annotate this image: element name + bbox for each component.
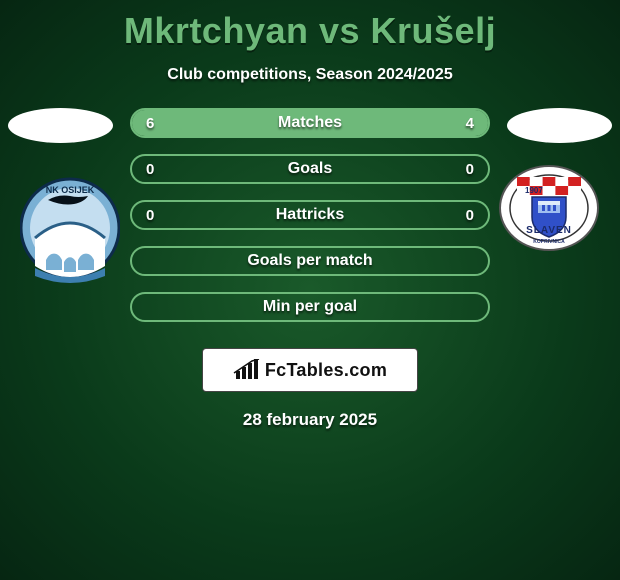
svg-text:SLAVEN: SLAVEN (526, 225, 572, 236)
stat-value-left: 6 (146, 115, 154, 132)
stat-row-goals: 0 Goals 0 (130, 154, 490, 184)
stat-value-left: 0 (146, 161, 154, 178)
stat-label: Matches (278, 114, 342, 132)
subtitle: Club competitions, Season 2024/2025 (0, 66, 620, 84)
stat-label: Hattricks (276, 206, 344, 224)
branding-box: FcTables.com (202, 348, 418, 392)
svg-text:NK OSIJEK: NK OSIJEK (46, 185, 95, 195)
slaven-logo-icon: 1907 SLAVEN KOPRIVNICA (499, 165, 599, 251)
svg-text:1907: 1907 (525, 186, 543, 195)
stat-value-right: 4 (466, 115, 474, 132)
stat-label: Goals (288, 160, 332, 178)
svg-text:KOPRIVNICA: KOPRIVNICA (533, 239, 565, 245)
stat-row-min-per-goal: Min per goal (130, 292, 490, 322)
stat-value-right: 0 (466, 207, 474, 224)
page-title: Mkrtchyan vs Krušelj (0, 0, 620, 52)
date-line: 28 february 2025 (0, 410, 620, 430)
stat-rows: 6 Matches 4 0 Goals 0 0 Hattricks 0 Goal… (130, 108, 490, 338)
stat-value-left: 0 (146, 207, 154, 224)
player-placeholder-right (507, 108, 612, 143)
stat-row-goals-per-match: Goals per match (130, 246, 490, 276)
stat-label: Goals per match (247, 252, 372, 270)
comparison-stage: NK OSIJEK (0, 108, 620, 338)
branding-text: FcTables.com (265, 360, 387, 381)
osijek-logo-icon: NK OSIJEK (20, 168, 120, 288)
bar-chart-icon (233, 359, 261, 381)
club-badge-left: NK OSIJEK (20, 168, 120, 288)
player-placeholder-left (8, 108, 113, 143)
stat-label: Min per goal (263, 298, 357, 316)
stat-row-hattricks: 0 Hattricks 0 (130, 200, 490, 230)
stat-row-matches: 6 Matches 4 (130, 108, 490, 138)
club-badge-right: 1907 SLAVEN KOPRIVNICA (499, 165, 599, 251)
stat-value-right: 0 (466, 161, 474, 178)
